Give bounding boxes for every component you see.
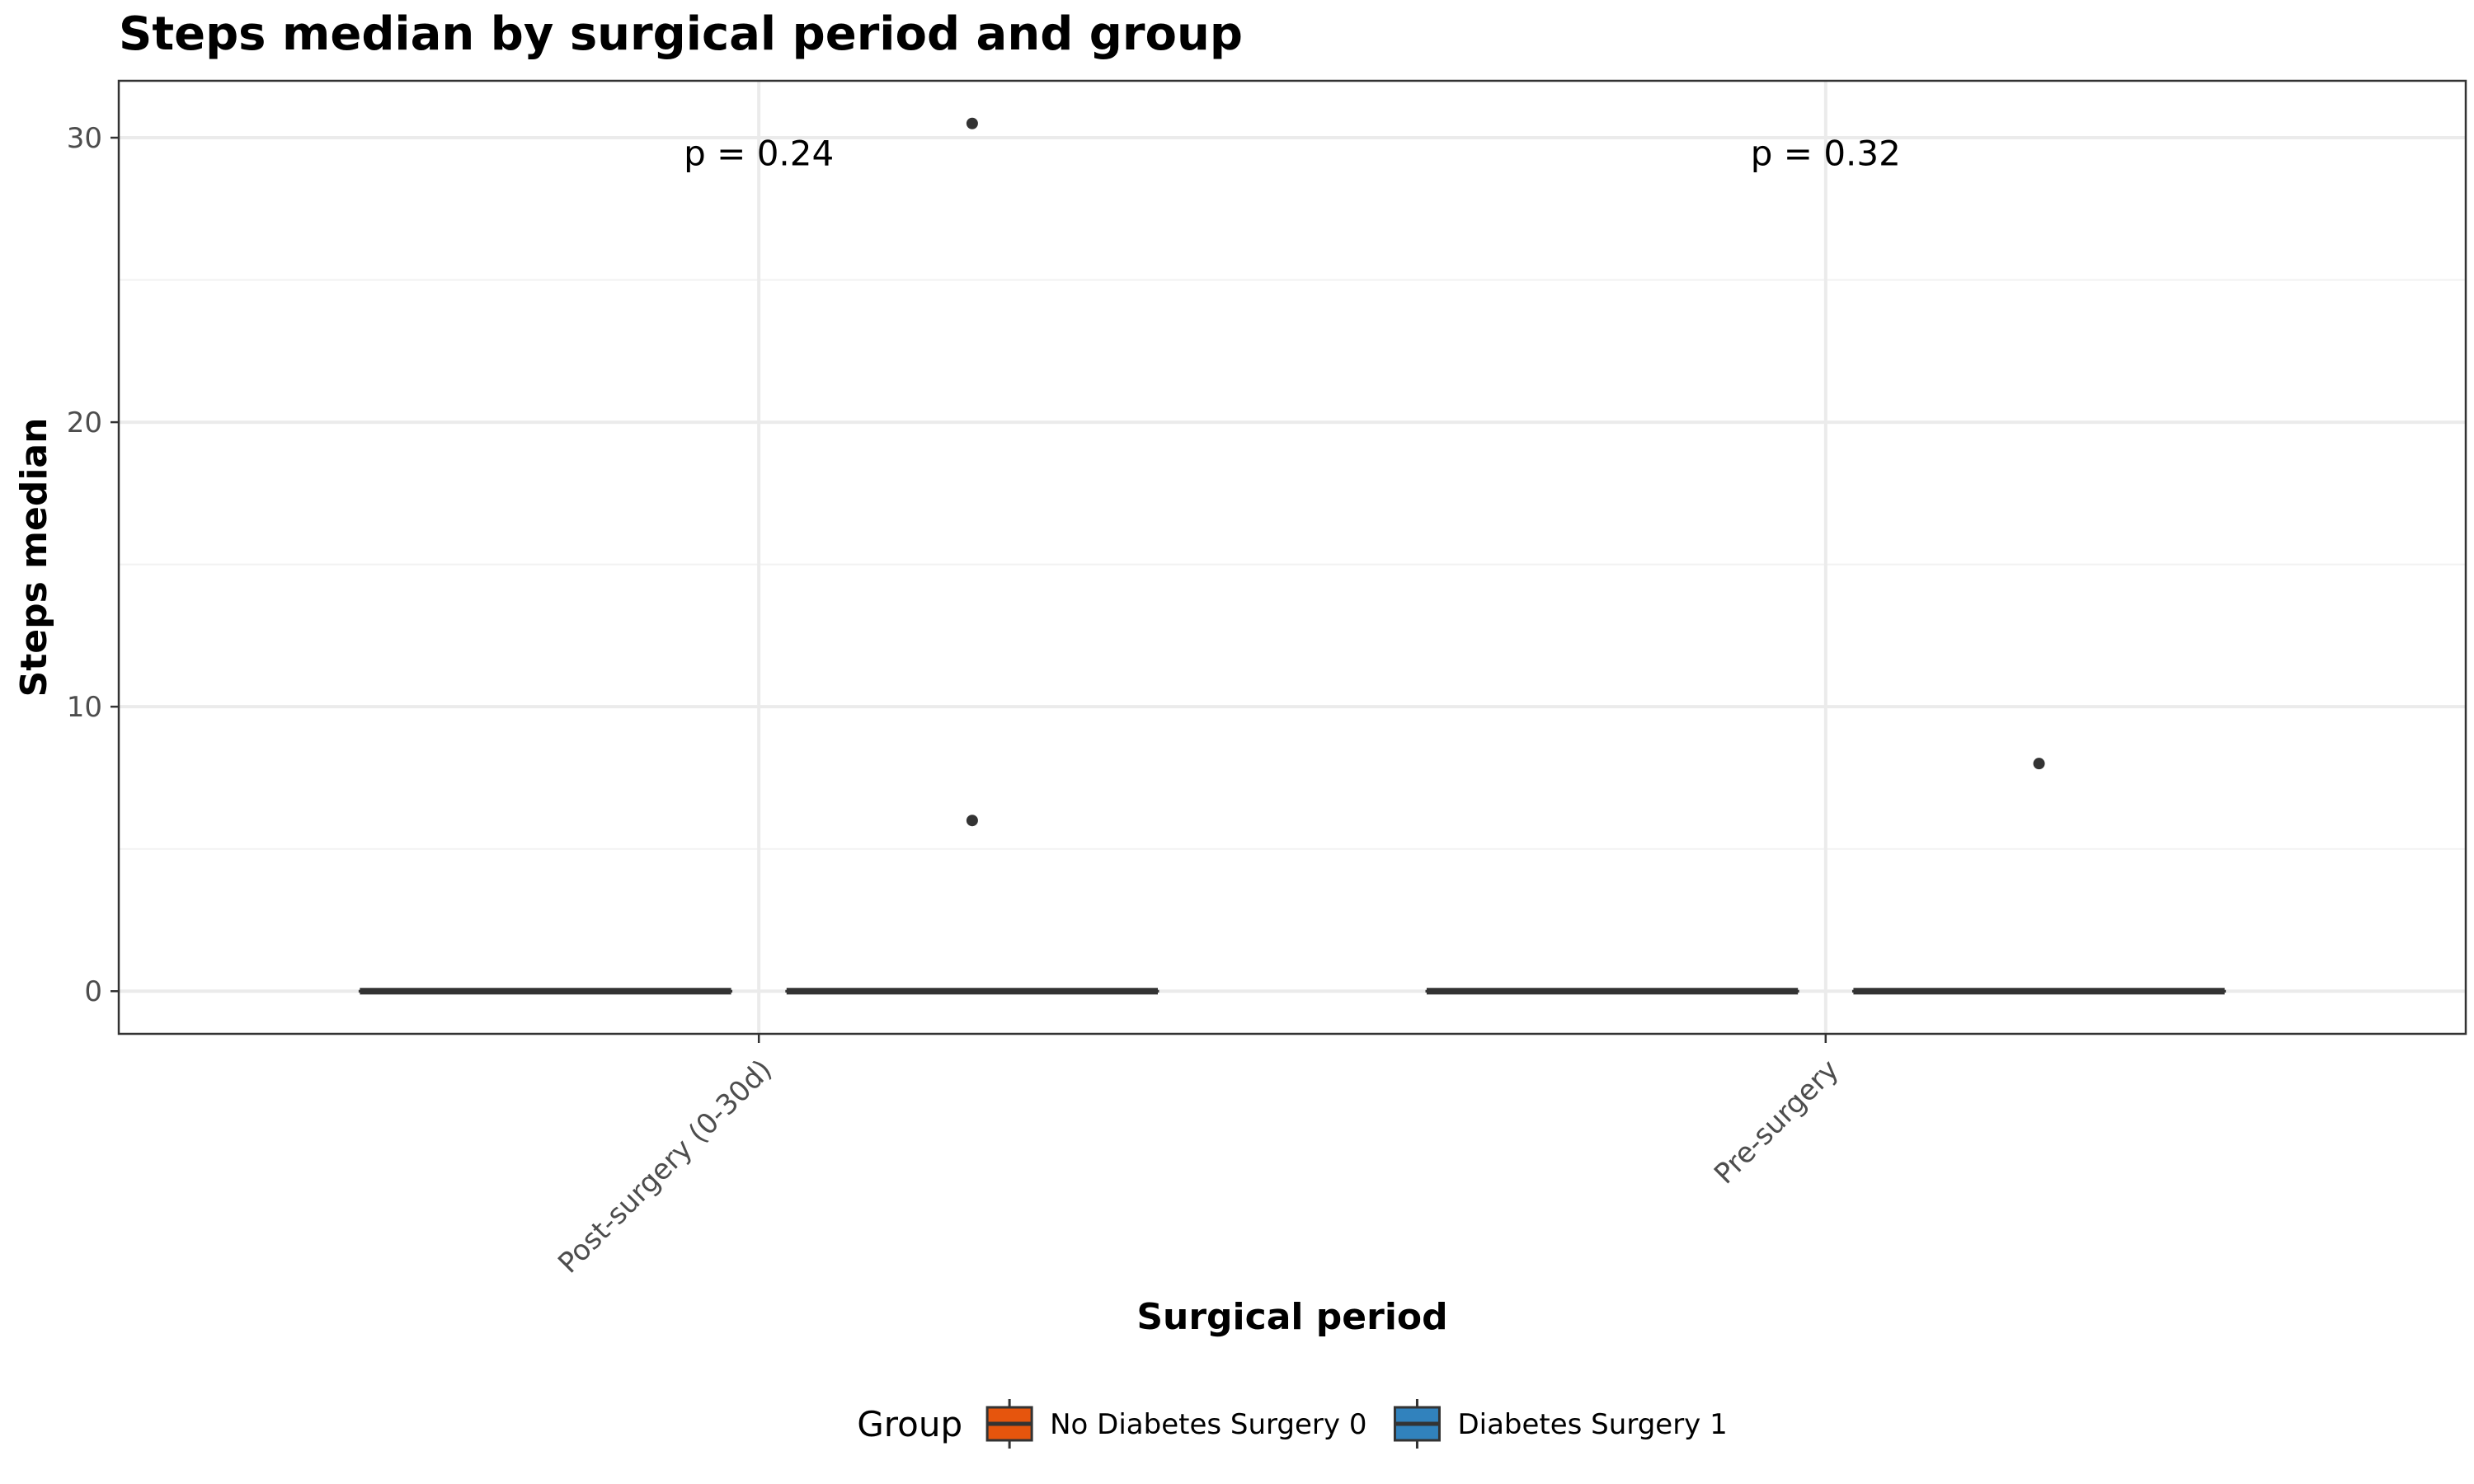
legend-label: No Diabetes Surgery 0 xyxy=(1050,1408,1366,1441)
annotations: p = 0.24 p = 0.32 xyxy=(684,133,1901,173)
y-tick-label: 0 xyxy=(84,975,102,1008)
outlier-point xyxy=(966,117,978,129)
x-axis-title: Surgical period xyxy=(1136,1296,1447,1338)
legend-label: Diabetes Surgery 1 xyxy=(1457,1408,1727,1441)
x-tick-label: Pre-surgery xyxy=(1708,1054,1846,1191)
gridlines xyxy=(119,81,2466,1034)
y-axis-title: Steps median xyxy=(13,418,55,697)
legend: Group No Diabetes Surgery 0 Diabetes Surge… xyxy=(857,1399,1728,1449)
legend-key xyxy=(1393,1399,1441,1449)
x-axis: Post-surgery (0-30d) Pre-surgery xyxy=(552,1034,1846,1280)
panel-border xyxy=(117,79,2467,1036)
y-tick-label: 20 xyxy=(67,406,102,439)
legend-key xyxy=(985,1399,1033,1449)
legend-title: Group xyxy=(857,1404,962,1444)
outlier-point xyxy=(966,815,978,827)
y-axis: 0 10 20 30 xyxy=(67,122,119,1008)
p-value-label: p = 0.32 xyxy=(1751,133,1901,173)
y-tick-label: 30 xyxy=(67,122,102,155)
y-tick-label: 10 xyxy=(67,691,102,724)
p-value-label: p = 0.24 xyxy=(684,133,834,173)
x-tick-label: Post-surgery (0-30d) xyxy=(552,1054,778,1280)
box-marks xyxy=(358,117,2227,995)
outlier-point xyxy=(2033,758,2045,770)
chart-title: Steps median by surgical period and grou… xyxy=(119,7,1243,61)
